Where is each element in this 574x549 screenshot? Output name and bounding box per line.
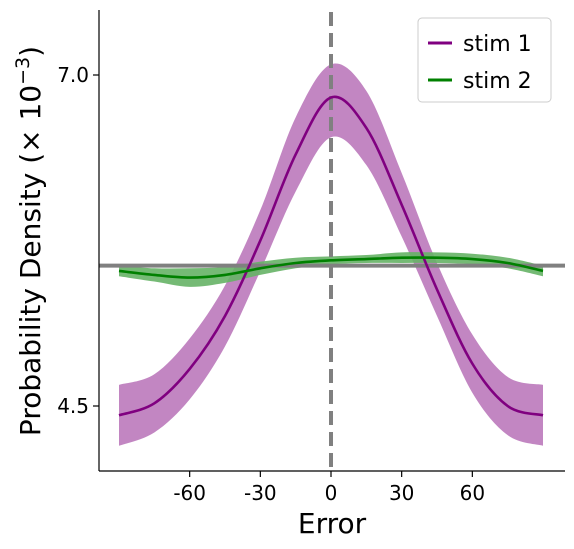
y-axis-title-main: Probability Density (× 10 bbox=[14, 85, 47, 436]
y-axis-title-exponent: −3 bbox=[12, 57, 34, 85]
x-tick-label: -60 bbox=[173, 481, 206, 505]
x-tick-label: 0 bbox=[325, 481, 338, 505]
axes bbox=[98, 10, 565, 472]
x-tick-label: 60 bbox=[460, 481, 485, 505]
ticks: -60 -30 0 30 60 4.5 7.0 bbox=[57, 63, 485, 505]
y-tick-label: 4.5 bbox=[57, 394, 89, 418]
y-tick-label: 7.0 bbox=[57, 63, 89, 87]
y-axis-title-close: ) bbox=[14, 46, 47, 57]
legend: stim 1 stim 2 bbox=[417, 17, 552, 103]
y-axis-title: Probability Density (× 10−3) bbox=[12, 46, 47, 436]
line-stim-1 bbox=[118, 95, 544, 417]
band-stim-2 bbox=[119, 252, 543, 287]
x-tick-label: 30 bbox=[389, 481, 414, 505]
line-stim-2 bbox=[118, 256, 544, 279]
x-axis-title: Error bbox=[298, 507, 367, 540]
band-stim-1 bbox=[119, 63, 543, 446]
plot-area bbox=[99, 12, 565, 471]
x-tick-label: -30 bbox=[244, 481, 277, 505]
legend-label-stim-1: stim 1 bbox=[463, 32, 532, 57]
legend-label-stim-2: stim 2 bbox=[463, 69, 532, 94]
